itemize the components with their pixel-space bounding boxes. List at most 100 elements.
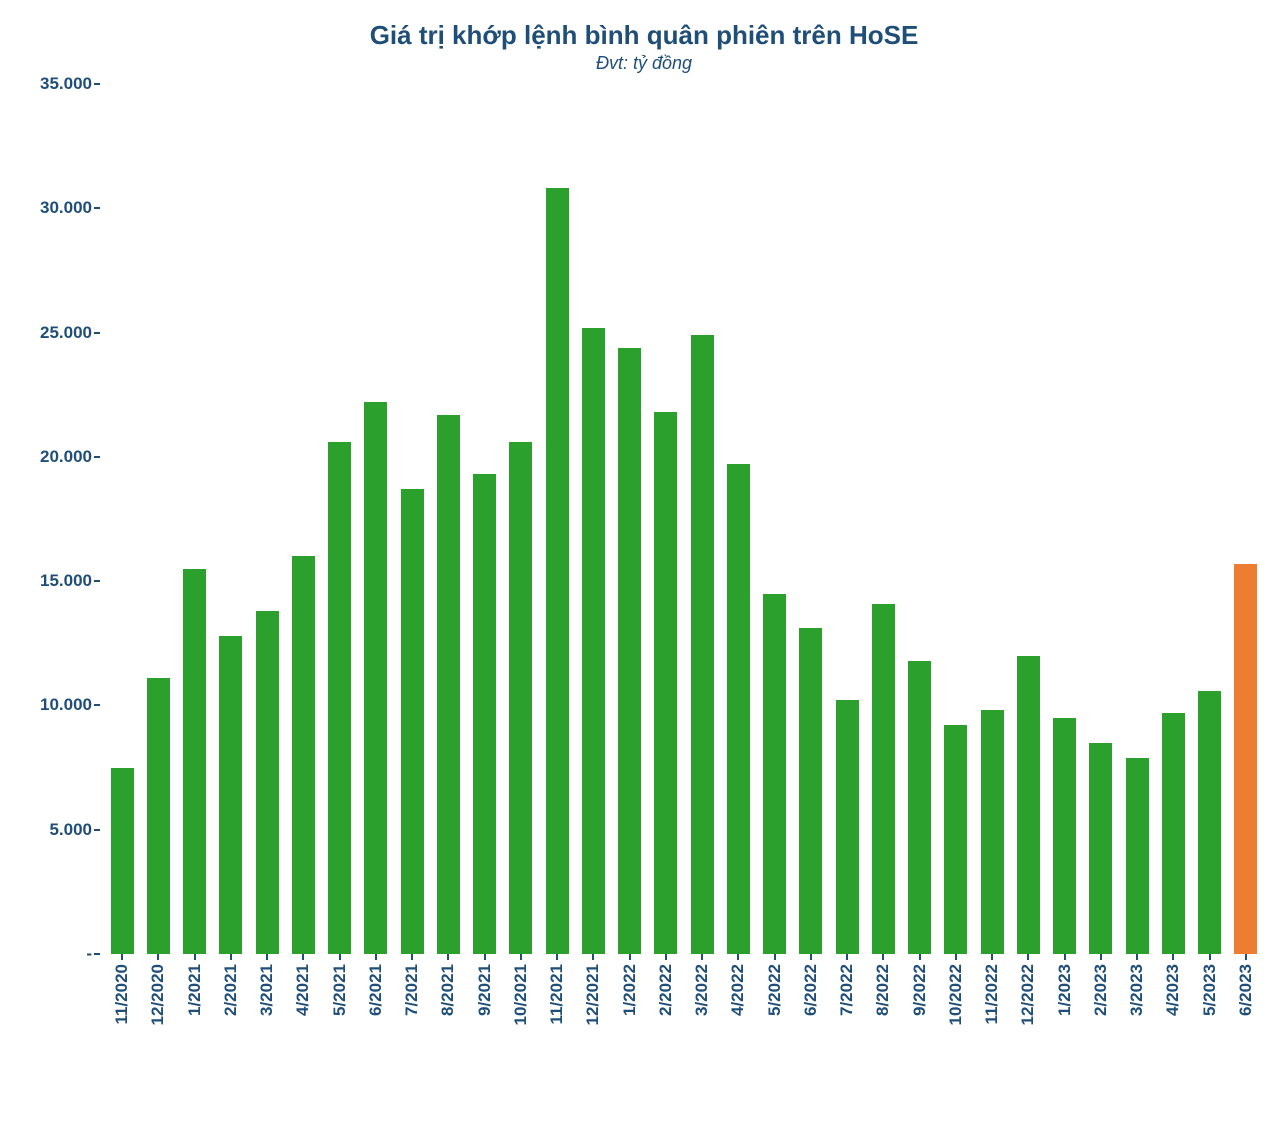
x-tick-mark [810, 954, 812, 960]
x-tick-mark [194, 954, 196, 960]
bar [111, 768, 134, 954]
x-tick-label: 5/2021 [330, 964, 350, 1016]
x-tick-mark [737, 954, 739, 960]
x-tick-label: 6/2022 [801, 964, 821, 1016]
x-tick-label: 11/2022 [982, 964, 1002, 1025]
x-tick-mark [484, 954, 486, 960]
x-tick-mark [991, 954, 993, 960]
x-tick-mark [447, 954, 449, 960]
y-tick-label: - [86, 944, 92, 964]
bar-slot [1119, 84, 1155, 954]
bar [364, 402, 387, 954]
bar-slot [503, 84, 539, 954]
bar [1053, 718, 1076, 954]
bar-slot [902, 84, 938, 954]
bar [256, 611, 279, 954]
x-tick-mark [882, 954, 884, 960]
y-tick-label: 35.000 [40, 74, 92, 94]
bar [328, 442, 351, 954]
x-tick-mark [1064, 954, 1066, 960]
x-tick-mark [556, 954, 558, 960]
y-tick-label: 30.000 [40, 198, 92, 218]
x-tick-mark [339, 954, 341, 960]
x-tick-mark [955, 954, 957, 960]
x-tick-label: 5/2023 [1200, 964, 1220, 1016]
x-tick-label: 8/2021 [438, 964, 458, 1016]
bar-slot [575, 84, 611, 954]
bar-slot [104, 84, 140, 954]
x-tick-mark [1209, 954, 1211, 960]
bar-slot [285, 84, 321, 954]
chart-container: Giá trị khớp lệnh bình quân phiên trên H… [20, 20, 1268, 1126]
bar-slot [1010, 84, 1046, 954]
bar-slot [829, 84, 865, 954]
x-tick-mark [157, 954, 159, 960]
x-tick-label: 6/2023 [1236, 964, 1256, 1016]
x-tick-mark [1245, 954, 1247, 960]
bar [654, 412, 677, 954]
bars-group [100, 84, 1268, 954]
bar-slot [720, 84, 756, 954]
bar-slot [213, 84, 249, 954]
x-tick-mark [302, 954, 304, 960]
x-tick-label: 3/2021 [257, 964, 277, 1016]
bar [473, 474, 496, 954]
bar [872, 604, 895, 954]
bar [763, 594, 786, 954]
bar-slot [612, 84, 648, 954]
x-tick-label: 9/2022 [910, 964, 930, 1016]
x-tick-label: 1/2021 [185, 964, 205, 1016]
plot-wrap: -5.00010.00015.00020.00025.00030.00035.0… [20, 84, 1268, 954]
bar [582, 328, 605, 954]
bar-slot [430, 84, 466, 954]
x-tick-mark [121, 954, 123, 960]
bar [1198, 691, 1221, 954]
x-tick-label: 3/2022 [692, 964, 712, 1016]
bar-slot [358, 84, 394, 954]
bar-slot [394, 84, 430, 954]
x-tick-mark [1136, 954, 1138, 960]
x-tick-label: 4/2023 [1163, 964, 1183, 1016]
x-tick-mark [919, 954, 921, 960]
bar [836, 700, 859, 954]
bar-slot [793, 84, 829, 954]
x-tick-label: 5/2022 [765, 964, 785, 1016]
x-tick-label: 2/2021 [221, 964, 241, 1016]
bar [618, 348, 641, 955]
bar [437, 415, 460, 954]
plot-area [100, 84, 1268, 954]
y-tick-label: 25.000 [40, 323, 92, 343]
y-tick-label: 15.000 [40, 571, 92, 591]
y-tick-label: 10.000 [40, 695, 92, 715]
bar-slot [249, 84, 285, 954]
x-tick-mark [846, 954, 848, 960]
bar [509, 442, 532, 954]
x-tick-mark [701, 954, 703, 960]
x-tick-mark [520, 954, 522, 960]
x-tick-mark [774, 954, 776, 960]
bar [401, 489, 424, 954]
bar [981, 710, 1004, 954]
bar [944, 725, 967, 954]
x-tick-label: 7/2021 [402, 964, 422, 1016]
x-tick-mark [266, 954, 268, 960]
bar [219, 636, 242, 954]
x-tick-label: 2/2022 [656, 964, 676, 1016]
bar [727, 464, 750, 954]
bar [147, 678, 170, 954]
x-tick-mark [665, 954, 667, 960]
x-tick-mark [1172, 954, 1174, 960]
bar [1089, 743, 1112, 954]
bar-slot [1155, 84, 1191, 954]
bar-slot [1192, 84, 1228, 954]
bar [1126, 758, 1149, 954]
bar-slot [974, 84, 1010, 954]
x-tick-label: 10/2021 [511, 964, 531, 1025]
bar-slot [865, 84, 901, 954]
bar-slot [539, 84, 575, 954]
bar [908, 661, 931, 954]
x-tick-label: 6/2021 [366, 964, 386, 1016]
bar [292, 556, 315, 954]
y-tick-label: 5.000 [49, 820, 92, 840]
chart-title: Giá trị khớp lệnh bình quân phiên trên H… [20, 20, 1268, 51]
